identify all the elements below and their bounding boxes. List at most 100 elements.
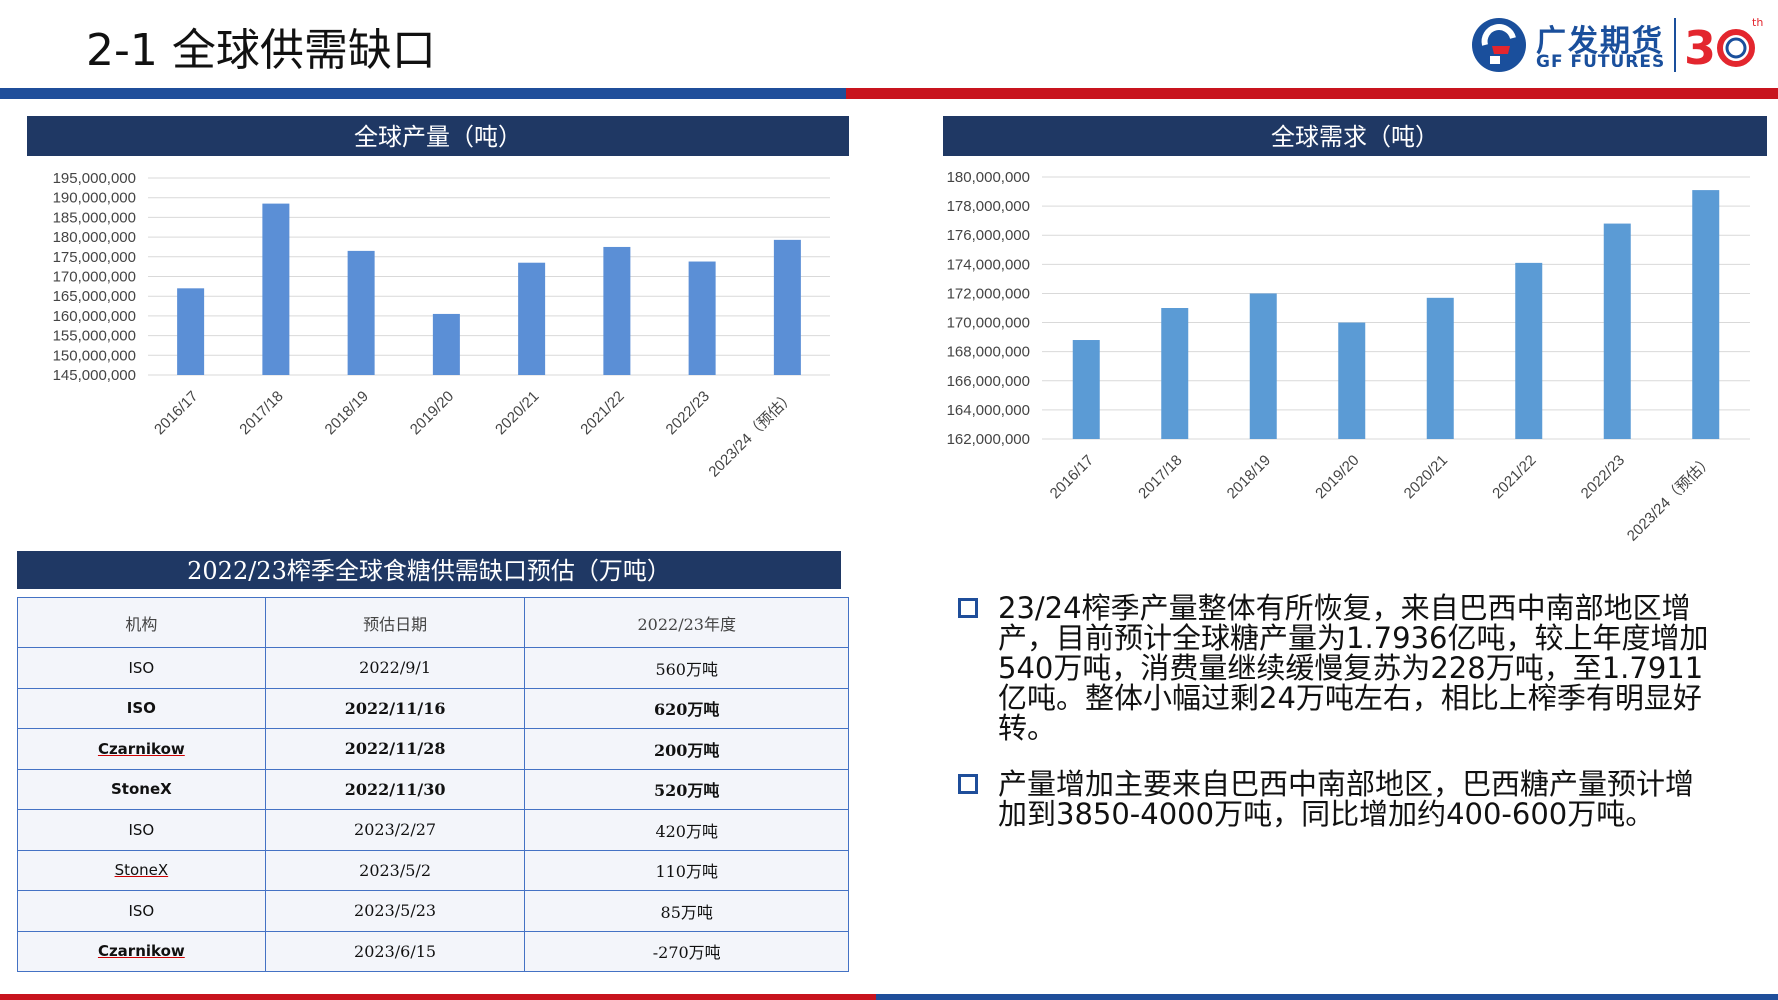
x-tick-label: 2019/20 (407, 388, 457, 438)
table-row: Czarnikow 2023/6/15 -270万吨 (17, 930, 849, 972)
cell-date: 2022/11/16 (264, 687, 526, 729)
cell-value: 420万吨 (524, 809, 849, 851)
cell-org-text: Czarnikow (97, 942, 185, 961)
y-tick-label: 150,000,000 (53, 347, 136, 364)
cell-value: 620万吨 (524, 687, 849, 729)
y-tick-label: 174,000,000 (947, 256, 1030, 273)
logo-separator (1674, 18, 1676, 72)
gf-futures-logo: 广发期货 GF FUTURES 3 th (1470, 14, 1765, 76)
anniversary-30-icon: 3 th (1684, 16, 1763, 75)
cell-value: 85万吨 (524, 890, 849, 932)
cell-org: Czarnikow (17, 930, 266, 972)
x-tick-label: 2017/18 (1135, 452, 1185, 502)
y-tick-label: 175,000,000 (53, 249, 136, 266)
bullet-item: 产量增加主要来自巴西中南部地区，巴西糖产量预计增加到3850-4000万吨，同比… (958, 769, 1718, 829)
bullet-text: 产量增加主要来自巴西中南部地区，巴西糖产量预计增加到3850-4000万吨，同比… (998, 767, 1695, 831)
bullet-square-icon (958, 598, 978, 618)
cell-org-text: StoneX (114, 861, 169, 880)
bar (1249, 293, 1277, 439)
cell-date: 2023/5/23 (264, 890, 526, 932)
bullet-square-icon (958, 774, 978, 794)
bar (177, 288, 205, 375)
bullet-item: 23/24榨季产量整体有所恢复，来自巴西中南部地区增产，目前预计全球糖产量为1.… (958, 593, 1718, 743)
y-tick-label: 178,000,000 (947, 198, 1030, 215)
table-row: Czarnikow 2022/11/28 200万吨 (17, 728, 849, 770)
y-tick-label: 145,000,000 (53, 367, 136, 384)
bar (262, 203, 290, 375)
bar (1072, 340, 1100, 439)
y-tick-label: 176,000,000 (947, 227, 1030, 244)
cell-value: 110万吨 (524, 849, 849, 891)
x-tick-label: 2022/23 (1578, 452, 1628, 502)
demand-bar-chart: 162,000,000 164,000,000 166,000,000 168,000… (947, 169, 1750, 545)
cell-org: ISO (17, 809, 266, 851)
x-tick-label: 2017/18 (236, 388, 286, 438)
y-tick-label: 180,000,000 (53, 229, 136, 246)
cell-value: -270万吨 (524, 930, 849, 972)
bar (603, 246, 631, 375)
bar (688, 261, 716, 375)
cell-org: Czarnikow (17, 728, 266, 770)
x-tick-label: 2020/21 (492, 388, 542, 438)
commentary-bullets: 23/24榨季产量整体有所恢复，来自巴西中南部地区增产，目前预计全球糖产量为1.… (958, 593, 1718, 855)
top-rule-red (846, 88, 1778, 99)
svg-text:th: th (1752, 16, 1763, 29)
y-tick-label: 190,000,000 (53, 190, 136, 207)
table-header-row: 机构 预估日期 2022/23年度 (17, 597, 849, 648)
column-header-date: 预估日期 (264, 597, 526, 648)
logo-cn-text: 广发期货 (1536, 24, 1664, 59)
x-tick-label: 2019/20 (1312, 452, 1362, 502)
cell-org: ISO (17, 687, 266, 729)
bar (1426, 297, 1454, 439)
y-tick-label: 195,000,000 (53, 170, 136, 187)
cell-org: ISO (17, 647, 266, 689)
cell-value: 520万吨 (524, 768, 849, 810)
y-tick-label: 160,000,000 (53, 308, 136, 325)
bar (773, 239, 801, 375)
page-title: 2-1 全球供需缺口 (86, 25, 436, 76)
table-row: StoneX 2022/11/30 520万吨 (17, 768, 849, 810)
x-tick-label: 2022/23 (663, 388, 713, 438)
x-tick-label: 2018/19 (1224, 452, 1274, 502)
bar (518, 262, 546, 375)
cell-value: 560万吨 (524, 647, 849, 689)
cell-date: 2022/9/1 (264, 647, 526, 689)
column-header-org: 机构 (17, 597, 266, 648)
y-tick-label: 170,000,000 (53, 269, 136, 286)
table-row: StoneX 2023/5/2 110万吨 (17, 849, 849, 891)
cell-org: StoneX (17, 768, 266, 810)
x-tick-label: 2023/24（预估） (1624, 452, 1717, 545)
cell-org: ISO (17, 890, 266, 932)
y-tick-label: 168,000,000 (947, 344, 1030, 361)
y-tick-label: 180,000,000 (947, 169, 1030, 186)
x-tick-label: 2018/19 (322, 388, 372, 438)
cell-date: 2023/6/15 (264, 930, 526, 972)
y-tick-label: 162,000,000 (947, 431, 1030, 448)
bar (347, 250, 375, 375)
supply-gap-table: 机构 预估日期 2022/23年度 ISO 2022/9/1 560万吨 ISO… (17, 597, 849, 972)
x-tick-label: 2023/24（预估） (705, 388, 798, 481)
top-rule-blue (0, 88, 846, 99)
table-row: ISO 2023/5/23 85万吨 (17, 890, 849, 932)
bar (1603, 223, 1631, 439)
cell-date: 2022/11/30 (264, 768, 526, 810)
table-row: ISO 2022/11/16 620万吨 (17, 687, 849, 729)
x-tick-label: 2016/17 (151, 388, 201, 438)
cell-date: 2023/2/27 (264, 809, 526, 851)
svg-text:3: 3 (1684, 21, 1716, 75)
x-tick-label: 2016/17 (1047, 452, 1097, 502)
y-tick-label: 166,000,000 (947, 373, 1030, 390)
bar (1161, 308, 1189, 439)
x-tick-label: 2021/22 (1489, 452, 1539, 502)
bar (1338, 322, 1366, 439)
bullet-text: 23/24榨季产量整体有所恢复，来自巴西中南部地区增产，目前预计全球糖产量为1.… (998, 591, 1709, 745)
logo-en-text: GF FUTURES (1536, 52, 1666, 72)
bottom-rule-red (0, 994, 876, 1000)
column-header-value: 2022/23年度 (524, 597, 849, 648)
table-row: ISO 2022/9/1 560万吨 (17, 647, 849, 689)
y-tick-label: 155,000,000 (53, 328, 136, 345)
production-bar-chart: 145,000,000 150,000,000 155,000,000 160,000… (53, 170, 830, 481)
y-tick-label: 170,000,000 (947, 315, 1030, 332)
cell-value: 200万吨 (524, 728, 849, 770)
x-tick-label: 2021/22 (577, 388, 627, 438)
